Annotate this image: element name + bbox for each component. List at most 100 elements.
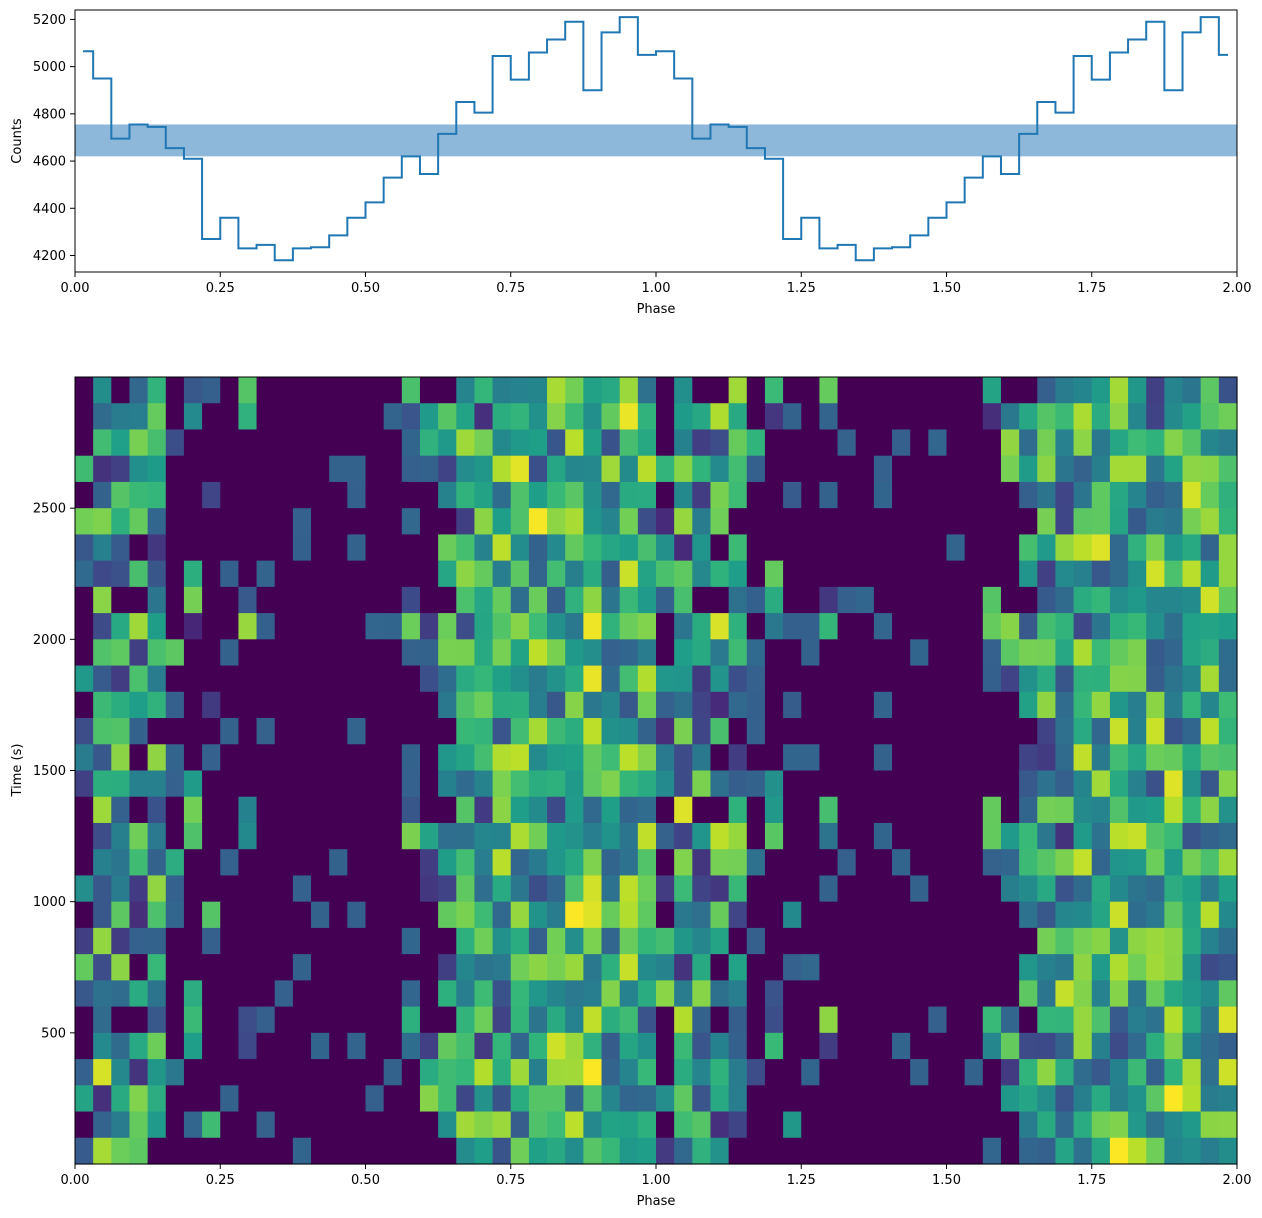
heatmap-cell	[93, 849, 112, 877]
heatmap-cell	[892, 744, 911, 772]
heatmap-cell	[674, 665, 693, 693]
heatmap-cell	[147, 1032, 167, 1060]
heatmap-cell	[565, 508, 584, 535]
heatmap-cell	[492, 1085, 512, 1113]
heatmap-cell	[728, 508, 748, 535]
heatmap-cell	[365, 980, 385, 1008]
heatmap-cell	[837, 586, 857, 614]
heatmap-cell	[928, 954, 948, 981]
heatmap-cell	[1000, 901, 1020, 929]
heatmap-cell	[855, 822, 875, 850]
heatmap-cell	[783, 954, 802, 981]
heatmap-cell	[1073, 377, 1093, 404]
heatmap-cell	[183, 849, 203, 877]
heatmap-cell	[746, 954, 766, 981]
heatmap-cell	[837, 1006, 857, 1034]
heatmap-cell	[1164, 1111, 1184, 1139]
heatmap-cell	[547, 1111, 566, 1139]
heatmap-cell	[401, 770, 421, 798]
heatmap-cell	[438, 481, 457, 509]
heatmap-cell	[1218, 770, 1238, 798]
heatmap-cell	[601, 1032, 621, 1060]
heatmap-cell	[238, 1137, 258, 1165]
heatmap-cell	[438, 613, 457, 640]
heatmap-cell	[1019, 508, 1038, 535]
heatmap-cell	[583, 770, 603, 798]
heatmap-cell	[93, 796, 112, 824]
heatmap-cell	[528, 901, 548, 929]
profile-band	[75, 124, 1237, 157]
heatmap-cell	[982, 613, 1002, 640]
heatmap-cell	[1019, 429, 1038, 457]
heatmap-cell	[601, 560, 621, 588]
heatmap-cell	[710, 481, 730, 509]
heatmap-cell	[1019, 481, 1038, 509]
heatmap-cell	[946, 1006, 966, 1034]
heatmap-cell	[637, 901, 657, 929]
heatmap-cell	[892, 1059, 911, 1086]
heatmap-cell	[165, 1111, 185, 1139]
heatmap-cell	[728, 718, 748, 745]
heatmap-cell	[75, 534, 94, 562]
heatmap-cell	[75, 849, 94, 877]
heatmap-cell	[1182, 875, 1202, 903]
heatmap-cell	[583, 822, 603, 850]
heatmap-cell	[1200, 429, 1220, 457]
heatmap-cell	[1182, 927, 1202, 955]
heatmap-cell	[456, 508, 476, 535]
heatmap-cell	[238, 1059, 258, 1086]
heatmap-cell	[292, 639, 312, 667]
heatmap-cell	[1000, 560, 1020, 588]
heatmap-cell	[783, 980, 802, 1008]
heatmap-cell	[474, 770, 494, 798]
heatmap-cell	[256, 1006, 276, 1034]
heatmap-cell	[1073, 1137, 1093, 1165]
heatmap-cell	[746, 403, 766, 431]
heatmap-cell	[1091, 534, 1111, 562]
heatmap-cell	[202, 796, 221, 824]
heatmap-cell	[419, 586, 439, 614]
heatmap-cell	[1218, 639, 1238, 667]
heatmap-cell	[656, 534, 675, 562]
heatmap-cell	[710, 980, 730, 1008]
heatmap-cell	[1164, 849, 1184, 877]
heatmap-cell	[1037, 822, 1057, 850]
heatmap-cell	[383, 1006, 403, 1034]
heatmap-cell	[474, 665, 494, 693]
heatmap-cell	[583, 613, 603, 640]
heatmap-cell	[837, 429, 857, 457]
heatmap-cell	[202, 639, 221, 667]
heatmap-cell	[674, 849, 693, 877]
heatmap-y-axis-label: Time (s)	[10, 744, 25, 798]
profile-y-tick-label: 4600	[33, 155, 66, 170]
heatmap-cell	[75, 1006, 94, 1034]
heatmap-cell	[674, 980, 693, 1008]
heatmap-cell	[419, 927, 439, 955]
heatmap-cell	[383, 691, 403, 719]
heatmap-cell	[329, 508, 348, 535]
heatmap-cell	[365, 849, 385, 877]
heatmap-cell	[329, 377, 348, 404]
heatmap-cell	[311, 770, 330, 798]
heatmap-cell	[1182, 613, 1202, 640]
heatmap-cell	[183, 770, 203, 798]
heatmap-cell	[637, 1032, 657, 1060]
heatmap-cell	[438, 1085, 457, 1113]
heatmap-cell	[419, 429, 439, 457]
heatmap-cell	[528, 980, 548, 1008]
heatmap-cell	[220, 849, 240, 877]
heatmap-cell	[401, 1032, 421, 1060]
heatmap-cell	[401, 481, 421, 509]
heatmap-cell	[892, 927, 911, 955]
heatmap-cell	[474, 429, 494, 457]
heatmap-cell	[1164, 927, 1184, 955]
heatmap-cell	[801, 586, 821, 614]
heatmap-cell	[438, 1137, 457, 1165]
heatmap-cell	[764, 639, 784, 667]
heatmap-cell	[1164, 508, 1184, 535]
heatmap-cell	[1128, 560, 1147, 588]
heatmap-cell	[202, 1111, 221, 1139]
heatmap-cell	[855, 901, 875, 929]
heatmap-cell	[583, 1059, 603, 1086]
heatmap-cell	[746, 1111, 766, 1139]
